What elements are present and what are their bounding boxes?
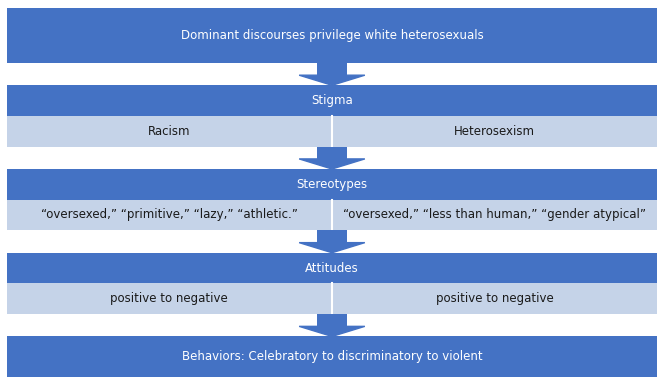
Text: Stereotypes: Stereotypes xyxy=(296,178,368,191)
Text: positive to negative: positive to negative xyxy=(436,292,554,305)
Bar xyxy=(317,314,347,329)
Polygon shape xyxy=(299,326,365,336)
Bar xyxy=(7,200,657,230)
Text: Dominant discourses privilege white heterosexuals: Dominant discourses privilege white hete… xyxy=(181,29,483,42)
Text: “oversexed,” “less than human,” “gender atypical”: “oversexed,” “less than human,” “gender … xyxy=(343,208,646,221)
Bar xyxy=(7,169,657,200)
Polygon shape xyxy=(299,159,365,169)
Text: Racism: Racism xyxy=(148,125,191,138)
Bar xyxy=(7,116,657,147)
Bar xyxy=(317,230,347,245)
Bar xyxy=(7,253,657,283)
Text: Stigma: Stigma xyxy=(311,94,353,107)
Text: Behaviors: Celebratory to discriminatory to violent: Behaviors: Celebratory to discriminatory… xyxy=(182,350,482,363)
Text: Attitudes: Attitudes xyxy=(305,261,359,275)
Bar xyxy=(317,147,347,161)
Polygon shape xyxy=(299,243,365,253)
Text: positive to negative: positive to negative xyxy=(110,292,228,305)
Bar xyxy=(7,336,657,377)
Text: Heterosexism: Heterosexism xyxy=(454,125,535,138)
Bar xyxy=(7,8,657,63)
Bar xyxy=(317,63,347,77)
Bar xyxy=(7,85,657,116)
Text: “oversexed,” “primitive,” “lazy,” “athletic.”: “oversexed,” “primitive,” “lazy,” “athle… xyxy=(41,208,297,221)
Polygon shape xyxy=(299,75,365,85)
Bar xyxy=(7,283,657,314)
